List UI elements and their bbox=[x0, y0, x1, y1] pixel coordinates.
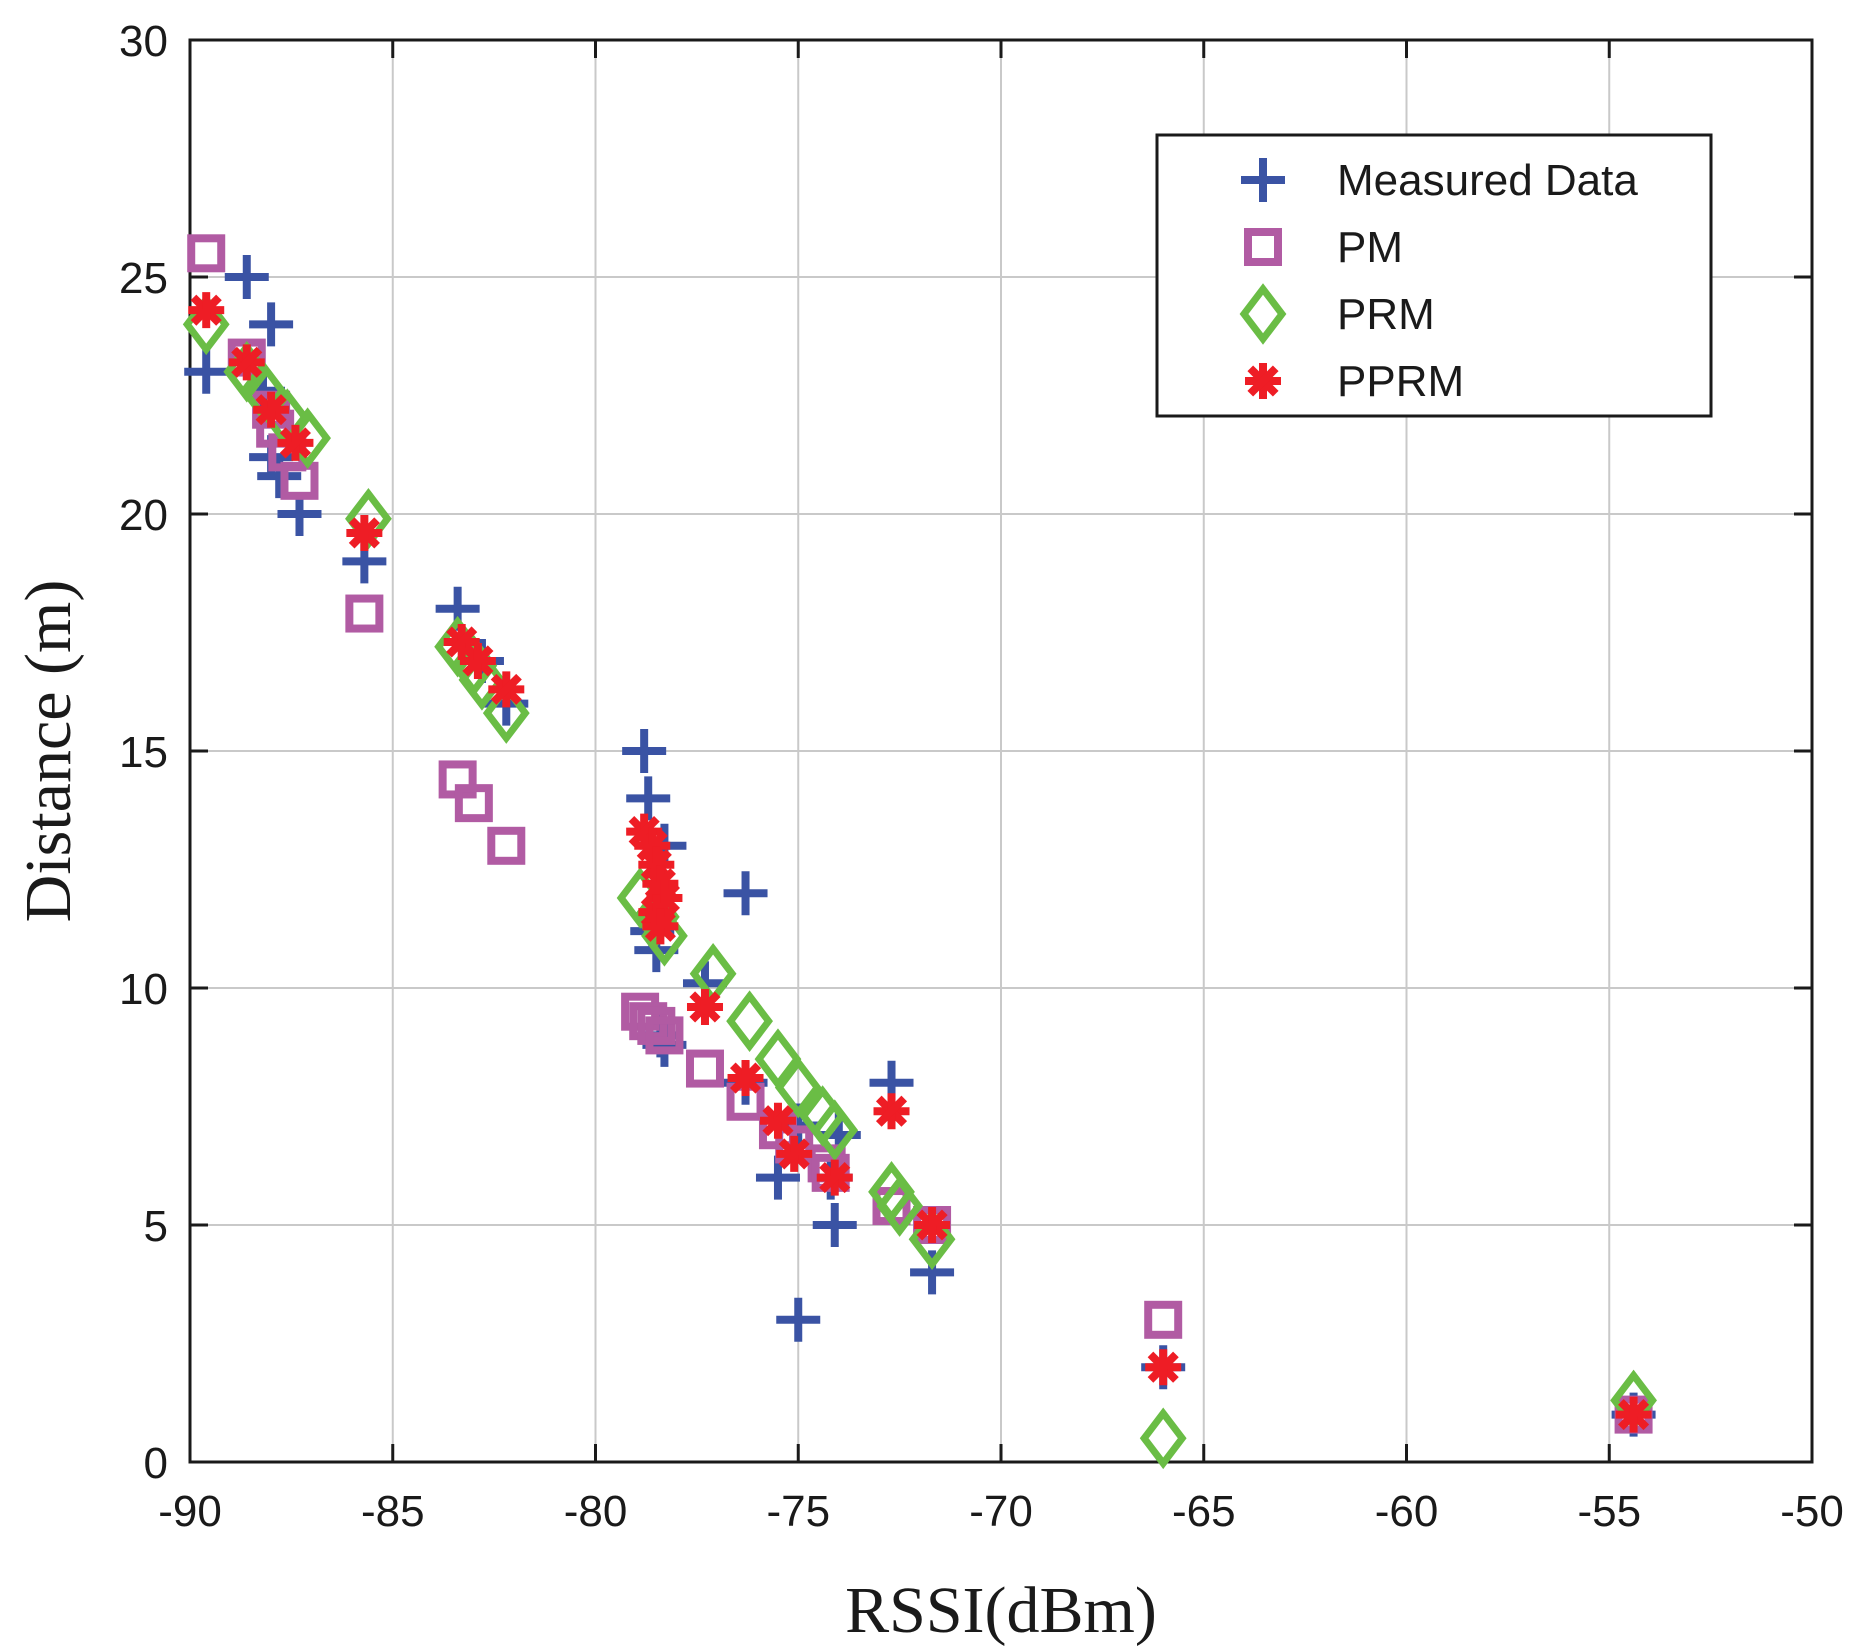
data-point bbox=[816, 1159, 853, 1196]
data-point bbox=[642, 908, 679, 945]
x-tick-label: -75 bbox=[766, 1487, 830, 1536]
data-point bbox=[182, 293, 230, 356]
x-tick-label: -70 bbox=[969, 1487, 1033, 1536]
x-tick-label: -50 bbox=[1780, 1487, 1844, 1536]
data-point bbox=[224, 255, 269, 299]
legend-item: Measured Data bbox=[1241, 156, 1638, 205]
legend: Measured Data PM PRM PPRM bbox=[1155, 133, 1713, 418]
y-tick-label: 0 bbox=[144, 1439, 168, 1488]
axis-ticks: -90 -85 -80 -75 -70 -65 -60 -55 -50 0 5 10 15 20 25 30 bbox=[119, 17, 1844, 1536]
data-point bbox=[187, 234, 226, 273]
y-tick-label: 20 bbox=[119, 491, 168, 540]
legend-marker bbox=[1244, 228, 1282, 266]
data-point bbox=[257, 454, 302, 499]
legend-item: PPRM bbox=[1245, 357, 1464, 406]
legend-label: PRM bbox=[1337, 290, 1435, 339]
y-tick-label: 15 bbox=[119, 728, 168, 777]
data-point bbox=[1144, 1300, 1183, 1339]
data-point bbox=[776, 1297, 821, 1342]
data-point bbox=[645, 1016, 684, 1055]
data-point bbox=[776, 1135, 813, 1172]
data-point bbox=[723, 871, 768, 916]
y-tick-label: 5 bbox=[144, 1202, 168, 1251]
data-point bbox=[249, 302, 294, 347]
data-point bbox=[184, 349, 229, 394]
x-tick-label: -90 bbox=[158, 1487, 222, 1536]
data-point bbox=[686, 988, 723, 1025]
data-point bbox=[726, 990, 773, 1052]
legend-item: PRM bbox=[1239, 283, 1435, 345]
legend-item: PM bbox=[1244, 223, 1403, 272]
data-point bbox=[1615, 1396, 1652, 1433]
x-tick-label: -65 bbox=[1172, 1487, 1236, 1536]
data-point bbox=[873, 1093, 910, 1130]
series-layer bbox=[182, 234, 1657, 1470]
data-point bbox=[910, 1250, 955, 1295]
data-point bbox=[487, 826, 526, 865]
data-point bbox=[277, 424, 314, 461]
data-point bbox=[812, 1203, 857, 1247]
x-tick-label: -85 bbox=[361, 1487, 425, 1536]
data-point bbox=[1145, 1349, 1182, 1386]
data-point bbox=[908, 1208, 956, 1271]
legend-marker bbox=[1241, 158, 1285, 202]
y-tick-label: 10 bbox=[119, 965, 168, 1014]
legend-marker bbox=[1245, 363, 1281, 399]
legend-marker bbox=[1239, 283, 1287, 345]
series-pprm bbox=[188, 292, 1652, 1433]
y-tick-label: 25 bbox=[119, 254, 168, 303]
data-point bbox=[727, 1060, 764, 1097]
data-point bbox=[626, 776, 671, 821]
data-point bbox=[228, 344, 265, 381]
data-point bbox=[482, 682, 530, 744]
data-point bbox=[346, 514, 383, 551]
x-tick-label: -55 bbox=[1577, 1487, 1641, 1536]
data-point bbox=[459, 642, 496, 679]
data-point bbox=[685, 1049, 724, 1088]
data-point bbox=[1139, 1407, 1187, 1470]
data-point bbox=[759, 1102, 796, 1139]
x-tick-label: -80 bbox=[564, 1487, 628, 1536]
legend-label: Measured Data bbox=[1337, 156, 1638, 205]
grid bbox=[190, 40, 1812, 1462]
y-axis-title: Distance (m) bbox=[12, 580, 85, 923]
x-tick-label: -60 bbox=[1375, 1487, 1439, 1536]
data-point bbox=[811, 1099, 859, 1161]
data-point bbox=[454, 784, 493, 823]
data-point bbox=[280, 461, 319, 500]
x-axis-title: RSSI(dBm) bbox=[845, 1574, 1157, 1647]
data-point bbox=[345, 487, 392, 550]
legend-label: PPRM bbox=[1337, 357, 1464, 406]
data-point bbox=[774, 1056, 822, 1119]
data-point bbox=[622, 729, 667, 773]
data-point bbox=[188, 292, 225, 329]
y-tick-label: 30 bbox=[119, 17, 168, 66]
data-point bbox=[811, 1153, 850, 1192]
data-point bbox=[637, 1006, 676, 1045]
data-point bbox=[345, 594, 384, 633]
data-point bbox=[488, 671, 525, 708]
data-point bbox=[876, 1175, 924, 1237]
legend-label: PM bbox=[1337, 223, 1403, 272]
data-point bbox=[253, 391, 290, 428]
data-point bbox=[914, 1207, 951, 1243]
